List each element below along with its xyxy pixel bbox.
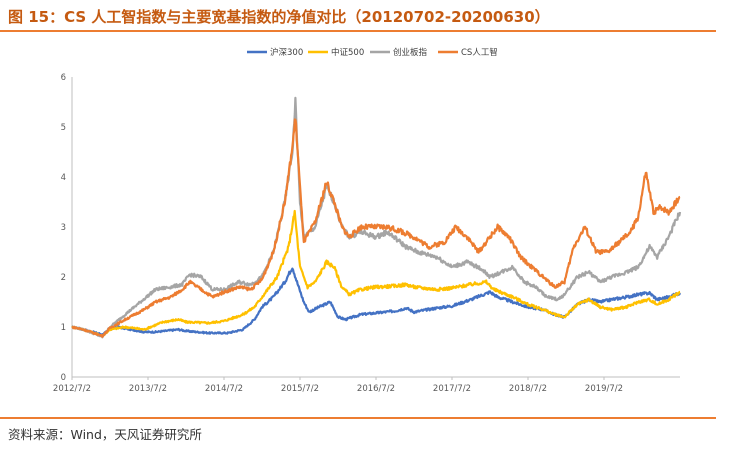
x-tick-label: 2014/7/2 <box>205 384 243 394</box>
y-tick-label: 0 <box>61 373 66 383</box>
series-line <box>71 96 682 339</box>
y-tick-label: 4 <box>61 173 66 183</box>
y-tick-label: 3 <box>61 223 66 233</box>
series-line <box>71 209 681 338</box>
chart: 沪深300 中证500 创业板指 CS人工智 0 1 2 3 4 5 6 2012/7/2 2013/… <box>53 47 682 394</box>
chart-title: 图 15：CS 人工智指数与主要宽基指数的净值对比（20120702-20200… <box>8 8 550 26</box>
series-line <box>71 267 681 336</box>
x-tick-label: 2017/7/2 <box>433 384 471 394</box>
x-tick-label: 2018/7/2 <box>509 384 547 394</box>
legend-label: 沪深300 <box>270 47 303 58</box>
y-tick-label: 6 <box>61 73 66 83</box>
legend-label: 中证500 <box>331 47 364 58</box>
title-rule <box>0 30 716 32</box>
y-tick-label: 5 <box>61 123 66 133</box>
legend-label: 创业板指 <box>393 47 428 58</box>
legend-label: CS人工智 <box>461 47 498 58</box>
x-tick-label: 2012/7/2 <box>53 384 91 394</box>
y-tick-label: 2 <box>61 273 66 283</box>
y-tick-label: 1 <box>61 323 66 333</box>
x-tick-label: 2015/7/2 <box>281 384 319 394</box>
series-line <box>71 118 681 338</box>
plot-area <box>71 96 682 339</box>
x-tick-label: 2016/7/2 <box>357 384 395 394</box>
source-rule <box>0 417 716 419</box>
x-tick-label: 2013/7/2 <box>129 384 167 394</box>
x-tick-label: 2019/7/2 <box>585 384 623 394</box>
source-note: 资料来源：Wind，天风证券研究所 <box>8 427 202 442</box>
legend: 沪深300 中证500 创业板指 CS人工智 <box>247 47 498 58</box>
